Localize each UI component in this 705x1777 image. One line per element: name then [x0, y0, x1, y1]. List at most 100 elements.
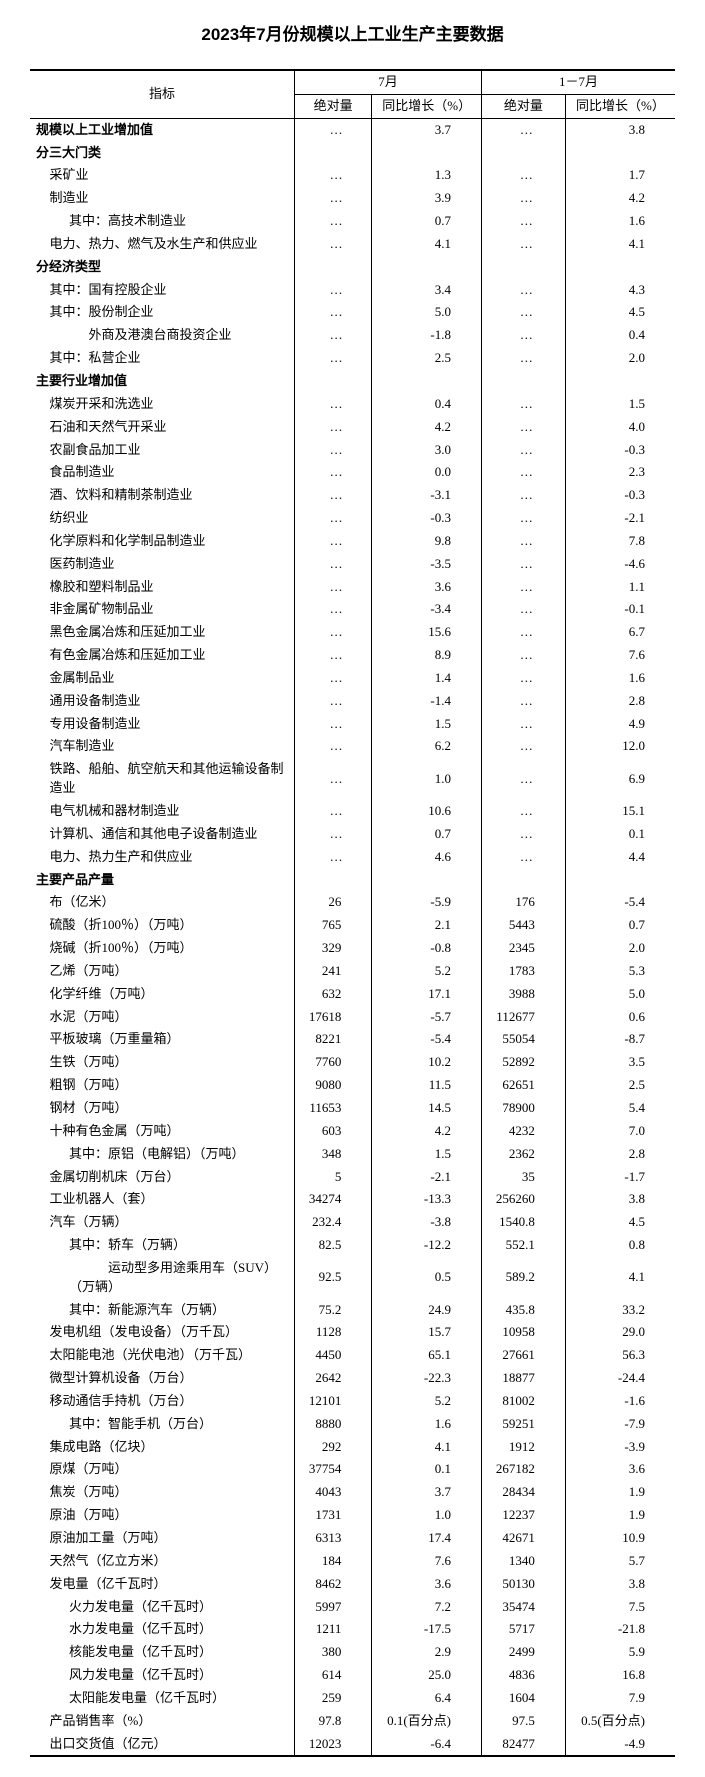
cell: -3.5	[372, 553, 482, 576]
cell: -1.6	[565, 1390, 675, 1413]
cell: …	[294, 758, 371, 800]
table-row: 其中：原铝（电解铝）（万吨）3481.523622.8	[30, 1143, 675, 1166]
cell: 12.0	[565, 735, 675, 758]
cell: 17618	[294, 1006, 371, 1029]
row-label: 产品销售率（%）	[30, 1710, 294, 1733]
row-label: 铁路、船舶、航空航天和其他运输设备制造业	[30, 758, 294, 800]
row-label: 运动型多用途乘用车（SUV）（万辆）	[30, 1257, 294, 1299]
row-label: 主要产品产量	[30, 869, 294, 892]
cell: 0.7	[565, 914, 675, 937]
table-row: 火力发电量（亿千瓦时）59977.2354747.5	[30, 1596, 675, 1619]
cell: 614	[294, 1664, 371, 1687]
cell: …	[294, 393, 371, 416]
cell: -13.3	[372, 1188, 482, 1211]
table-row: 太阳能电池（光伏电池）（万千瓦）445065.12766156.3	[30, 1344, 675, 1367]
table-row: 原油（万吨）17311.0122371.9	[30, 1504, 675, 1527]
cell: -3.4	[372, 598, 482, 621]
cell: …	[294, 667, 371, 690]
row-label: 十种有色金属（万吨）	[30, 1120, 294, 1143]
cell: 4.6	[372, 846, 482, 869]
row-label: 原油加工量（万吨）	[30, 1527, 294, 1550]
cell: 25.0	[372, 1664, 482, 1687]
table-row: 其中：智能手机（万台）88801.659251-7.9	[30, 1413, 675, 1436]
cell: 232.4	[294, 1211, 371, 1234]
row-label: 生铁（万吨）	[30, 1051, 294, 1074]
cell: 82.5	[294, 1234, 371, 1257]
row-label: 其中：高技术制造业	[30, 210, 294, 233]
table-row: 硫酸（折100％）（万吨）7652.154430.7	[30, 914, 675, 937]
cell: …	[294, 324, 371, 347]
row-label: 水泥（万吨）	[30, 1006, 294, 1029]
cell: 1540.8	[481, 1211, 565, 1234]
cell	[481, 370, 565, 393]
table-row: 外商及港澳台商投资企业…-1.8…0.4	[30, 324, 675, 347]
row-label: 分三大门类	[30, 142, 294, 165]
cell: …	[294, 735, 371, 758]
cell: 5.2	[372, 960, 482, 983]
table-header: 指标 7月 1－7月 绝对量 同比增长（%） 绝对量 同比增长（%）	[30, 70, 675, 118]
table-row: 生铁（万吨）776010.2528923.5	[30, 1051, 675, 1074]
cell: 2.3	[565, 461, 675, 484]
cell: -5.7	[372, 1006, 482, 1029]
cell: 5	[294, 1166, 371, 1189]
cell: 8462	[294, 1573, 371, 1596]
page-title: 2023年7月份规模以上工业生产主要数据	[30, 20, 675, 45]
cell: 7.6	[565, 644, 675, 667]
cell: 1.5	[372, 1143, 482, 1166]
cell: …	[481, 347, 565, 370]
cell: 2.5	[372, 347, 482, 370]
cell: 267182	[481, 1458, 565, 1481]
cell: 0.1	[565, 823, 675, 846]
cell: -0.3	[565, 439, 675, 462]
cell: 5.4	[565, 1097, 675, 1120]
row-label: 制造业	[30, 187, 294, 210]
cell: 24.9	[372, 1299, 482, 1322]
cell	[294, 370, 371, 393]
cell: 0.4	[565, 324, 675, 347]
cell: 7.5	[565, 1596, 675, 1619]
cell: 2345	[481, 937, 565, 960]
cell: 10.6	[372, 800, 482, 823]
cell	[565, 370, 675, 393]
cell: 7.6	[372, 1550, 482, 1573]
cell: 15.1	[565, 800, 675, 823]
table-row: 原油加工量（万吨）631317.44267110.9	[30, 1527, 675, 1550]
cell: -0.1	[565, 598, 675, 621]
table-row: 移动通信手持机（万台）121015.281002-1.6	[30, 1390, 675, 1413]
cell: -3.9	[565, 1436, 675, 1459]
row-label: 专用设备制造业	[30, 713, 294, 736]
cell: 4.1	[372, 233, 482, 256]
cell: 17.4	[372, 1527, 482, 1550]
cell: 5.0	[372, 301, 482, 324]
cell: -0.8	[372, 937, 482, 960]
table-row: 分经济类型	[30, 256, 675, 279]
cell: 35	[481, 1166, 565, 1189]
cell: 0.7	[372, 823, 482, 846]
th-yoy-2: 同比增长（%）	[565, 94, 675, 118]
cell: 3.9	[372, 187, 482, 210]
cell: -2.1	[372, 1166, 482, 1189]
cell: 8221	[294, 1028, 371, 1051]
cell: 11.5	[372, 1074, 482, 1097]
cell: -5.4	[565, 891, 675, 914]
cell: 2.5	[565, 1074, 675, 1097]
row-label: 工业机器人（套）	[30, 1188, 294, 1211]
cell	[481, 869, 565, 892]
row-label: 其中：轿车（万辆）	[30, 1234, 294, 1257]
cell: …	[481, 713, 565, 736]
row-label: 其中：智能手机（万台）	[30, 1413, 294, 1436]
cell: 329	[294, 937, 371, 960]
row-label: 发电机组（发电设备）（万千瓦）	[30, 1321, 294, 1344]
row-label: 移动通信手持机（万台）	[30, 1390, 294, 1413]
cell: …	[294, 598, 371, 621]
cell: 5997	[294, 1596, 371, 1619]
table-row: 有色金属冶炼和压延加工业…8.9…7.6	[30, 644, 675, 667]
cell: 34274	[294, 1188, 371, 1211]
cell: 4.2	[372, 1120, 482, 1143]
cell: …	[481, 621, 565, 644]
cell: 4.9	[565, 713, 675, 736]
row-label: 其中：私营企业	[30, 347, 294, 370]
cell: …	[294, 301, 371, 324]
row-label: 汽车（万辆）	[30, 1211, 294, 1234]
table-row: 黑色金属冶炼和压延加工业…15.6…6.7	[30, 621, 675, 644]
